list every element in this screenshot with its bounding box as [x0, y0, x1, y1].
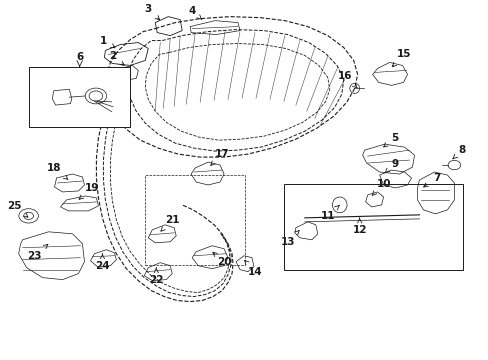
Text: 13: 13 — [280, 230, 299, 247]
Text: 6: 6 — [0, 359, 1, 360]
Text: 1: 1 — [100, 36, 115, 48]
Text: 16: 16 — [337, 71, 356, 88]
Text: 12: 12 — [352, 218, 366, 235]
Text: 14: 14 — [244, 260, 262, 276]
Text: 7: 7 — [423, 173, 439, 187]
Text: 20: 20 — [212, 252, 231, 267]
Text: 2: 2 — [108, 51, 124, 66]
Text: 19: 19 — [79, 183, 100, 199]
Text: 17: 17 — [210, 149, 229, 165]
Bar — [29, 67, 130, 127]
Text: 11: 11 — [320, 205, 339, 221]
Text: 24: 24 — [95, 254, 109, 271]
Bar — [145, 175, 244, 265]
Text: 15: 15 — [391, 49, 411, 67]
Text: 10: 10 — [371, 179, 390, 195]
Text: 3: 3 — [144, 4, 159, 20]
Text: 4: 4 — [188, 6, 202, 19]
Text: 22: 22 — [149, 268, 163, 285]
Text: 23: 23 — [27, 244, 48, 261]
Text: 9: 9 — [384, 159, 397, 173]
Text: 25: 25 — [7, 201, 28, 217]
Text: 18: 18 — [47, 163, 68, 179]
Text: 21: 21 — [161, 215, 179, 231]
Text: 5: 5 — [383, 133, 397, 147]
Text: 8: 8 — [452, 145, 465, 159]
Bar — [283, 184, 462, 270]
Text: 6: 6 — [76, 52, 83, 62]
